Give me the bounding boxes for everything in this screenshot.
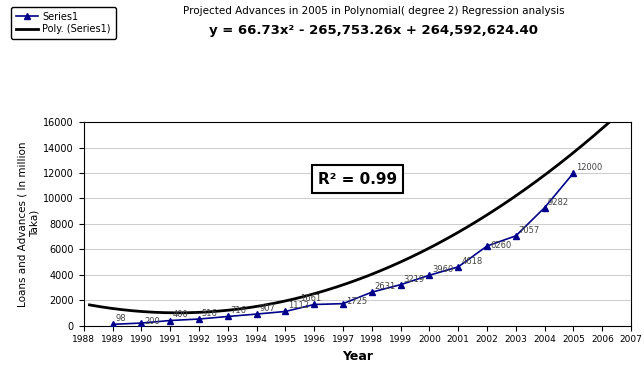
Text: 200: 200: [144, 317, 160, 326]
Text: 12000: 12000: [576, 163, 603, 172]
Text: 7057: 7057: [519, 226, 540, 235]
Y-axis label: Loans and Advances ( In million
Taka): Loans and Advances ( In million Taka): [17, 141, 39, 307]
Text: 6260: 6260: [490, 242, 511, 250]
Text: 98: 98: [115, 314, 126, 323]
Legend: Series1, Poly. (Series1): Series1, Poly. (Series1): [12, 7, 116, 39]
Text: 1725: 1725: [346, 297, 367, 306]
Text: 9282: 9282: [547, 198, 569, 206]
Text: 1661: 1661: [300, 295, 321, 303]
Text: 3219: 3219: [404, 275, 424, 284]
Text: 1112: 1112: [289, 302, 309, 310]
X-axis label: Year: Year: [342, 350, 373, 363]
Text: 516: 516: [202, 309, 218, 318]
Text: R² = 0.99: R² = 0.99: [318, 172, 397, 186]
Text: 907: 907: [260, 304, 276, 313]
Text: 3960: 3960: [432, 265, 453, 274]
Text: y = 66.73x² - 265,753.26x + 264,592,624.40: y = 66.73x² - 265,753.26x + 264,592,624.…: [209, 24, 538, 37]
Text: 716: 716: [231, 306, 247, 316]
Text: Projected Advances in 2005 in Polynomial( degree 2) Regression analysis: Projected Advances in 2005 in Polynomial…: [183, 6, 564, 16]
Text: 4618: 4618: [461, 257, 482, 266]
Text: 2631: 2631: [375, 282, 396, 291]
Text: 400: 400: [173, 310, 189, 320]
